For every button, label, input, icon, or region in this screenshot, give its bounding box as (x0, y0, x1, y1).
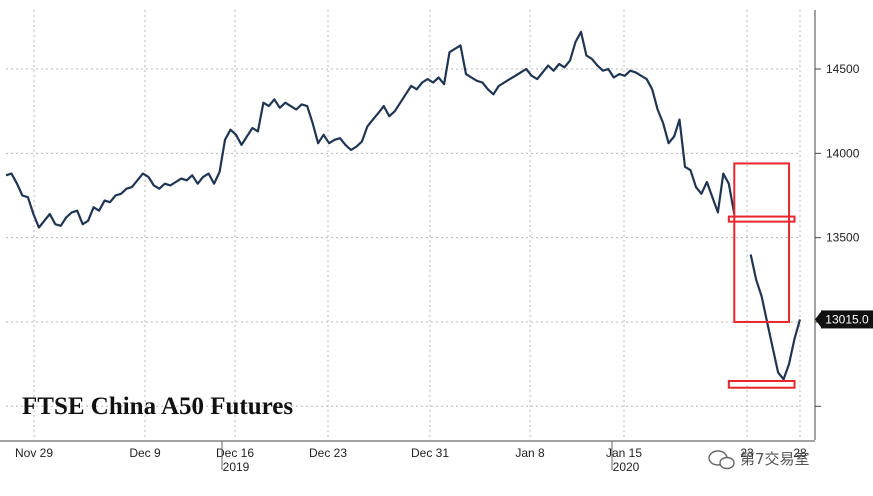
series-segment (749, 254, 802, 381)
y-axis: 13500 14000 14500 (814, 10, 860, 440)
y-tick-label: 14000 (826, 146, 860, 160)
highlight-box (727, 215, 796, 223)
highlight-boxes (727, 162, 796, 389)
grid-lines (6, 10, 801, 440)
highlight-box (727, 379, 796, 389)
last-value-text: 13015.0 (825, 312, 869, 326)
x-axis: Nov 29 Dec 9 Dec 16 Dec 23 Dec 31 Jan 8 Jan 15… (0, 440, 815, 474)
x-tick-label: 28 (793, 446, 807, 460)
x-tick-label: Dec 16 (216, 446, 254, 460)
chart-title: FTSE China A50 Futures (22, 393, 293, 420)
watermark-label: 第7交易室 (740, 450, 810, 468)
x-tick-label: Jan 15 (606, 446, 642, 460)
series-line (5, 30, 802, 381)
last-value-label: 13015.0 (815, 310, 873, 329)
y-tick-label: 13500 (826, 231, 860, 245)
year-label: 2020 (613, 460, 640, 474)
highlight-box (733, 162, 791, 323)
x-tick-label: Dec 9 (129, 446, 161, 460)
last-value-arrow (815, 310, 822, 329)
series-segment (5, 30, 736, 229)
x-tick-label: Dec 31 (411, 446, 449, 460)
y-tick-label: 14500 (826, 62, 860, 76)
year-label: 2019 (223, 460, 250, 474)
x-tick-label: Jan 8 (515, 446, 545, 460)
x-tick-label: 23 (740, 446, 754, 460)
last-value-box (821, 310, 873, 329)
x-tick-label: Nov 29 (15, 446, 53, 460)
wechat-icon (708, 450, 735, 470)
x-tick-label: Dec 23 (309, 446, 347, 460)
wechat-bubble-small (719, 456, 735, 470)
watermark: 第7交易室 (708, 450, 810, 470)
